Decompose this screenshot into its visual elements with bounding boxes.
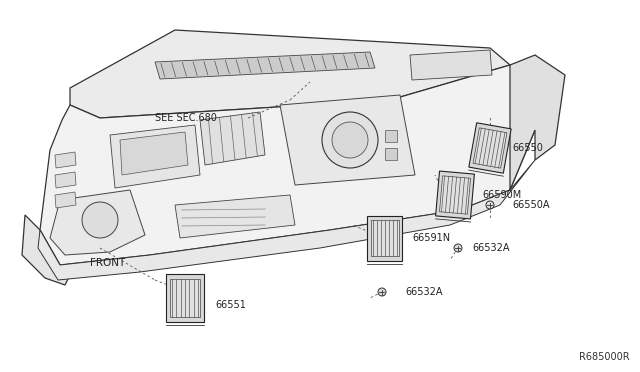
Polygon shape	[40, 65, 535, 265]
Polygon shape	[175, 195, 295, 238]
Polygon shape	[50, 190, 145, 255]
Polygon shape	[367, 215, 403, 260]
Polygon shape	[38, 160, 535, 280]
Text: 66551: 66551	[215, 300, 246, 310]
Polygon shape	[469, 123, 511, 173]
Polygon shape	[110, 125, 200, 188]
Polygon shape	[55, 172, 76, 188]
Text: 66591N: 66591N	[412, 233, 450, 243]
Text: 66532A: 66532A	[405, 287, 442, 297]
Polygon shape	[155, 52, 375, 79]
Circle shape	[82, 202, 118, 238]
Polygon shape	[410, 50, 492, 80]
Text: 66550A: 66550A	[512, 200, 550, 210]
Text: SEE SEC.680: SEE SEC.680	[155, 113, 217, 123]
Text: 66532A: 66532A	[472, 243, 509, 253]
Polygon shape	[170, 279, 200, 317]
Text: R685000R: R685000R	[579, 352, 630, 362]
Circle shape	[332, 122, 368, 158]
Polygon shape	[385, 148, 397, 160]
Polygon shape	[440, 176, 470, 214]
Polygon shape	[371, 220, 399, 256]
Polygon shape	[55, 152, 76, 168]
Polygon shape	[22, 215, 70, 285]
Polygon shape	[200, 112, 265, 165]
Polygon shape	[436, 171, 474, 219]
Polygon shape	[120, 132, 188, 175]
Text: 66550: 66550	[512, 143, 543, 153]
Polygon shape	[166, 274, 204, 322]
Polygon shape	[70, 30, 510, 118]
Polygon shape	[280, 95, 415, 185]
Text: 66590M: 66590M	[482, 190, 521, 200]
Polygon shape	[385, 130, 397, 142]
Polygon shape	[510, 55, 565, 190]
Circle shape	[378, 288, 386, 296]
Circle shape	[486, 201, 494, 209]
Text: FRONT: FRONT	[90, 258, 125, 268]
Polygon shape	[473, 128, 507, 168]
Circle shape	[454, 244, 462, 252]
Polygon shape	[55, 192, 76, 208]
Circle shape	[322, 112, 378, 168]
